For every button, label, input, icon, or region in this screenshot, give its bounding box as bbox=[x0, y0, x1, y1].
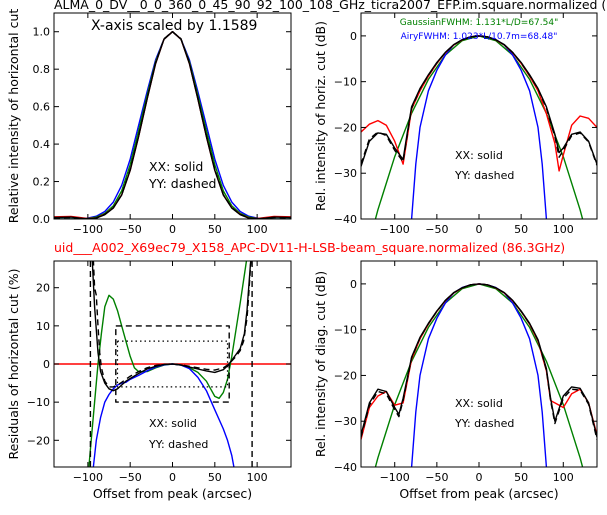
series-line-black-dashed bbox=[54, 31, 291, 219]
y-tick-label: −10 bbox=[27, 396, 50, 409]
y-tick-label: 0.8 bbox=[33, 63, 51, 76]
annotation-text: YY: dashed bbox=[454, 417, 514, 430]
y-tick-label: 0.0 bbox=[33, 213, 51, 226]
y-tick-label: 0 bbox=[350, 30, 357, 43]
x-tick-label: −50 bbox=[119, 471, 142, 484]
y-tick-label: 0.6 bbox=[33, 101, 51, 114]
x-tick-label: 100 bbox=[247, 471, 268, 484]
x-tick-label: 0 bbox=[169, 223, 176, 236]
y-tick-label: 1.0 bbox=[33, 26, 51, 39]
series-group bbox=[54, 31, 291, 219]
x-tick-label: 100 bbox=[553, 223, 574, 236]
x-tick-label: 50 bbox=[208, 471, 222, 484]
chart-panel-top-left: −100 −50 0 50 100 0.0 0.2 0.4 0.6 0.8 1.0 Relative … bbox=[6, 9, 292, 236]
x-tick-label: 50 bbox=[514, 223, 528, 236]
annotation-text: YY: dashed bbox=[148, 438, 208, 451]
x-tick-label: −100 bbox=[380, 223, 410, 236]
x-tick-label: −100 bbox=[380, 471, 410, 484]
series-line-black-dashed bbox=[92, 261, 252, 388]
series-line-blue-solid bbox=[410, 35, 548, 219]
series-group bbox=[361, 35, 597, 219]
x-tick-label: 50 bbox=[514, 471, 528, 484]
series-line-blue-solid bbox=[410, 283, 548, 467]
y-axis-label: Relative intensity of horizontal cut bbox=[6, 9, 21, 224]
y-tick-label: 20 bbox=[36, 282, 50, 295]
series-group bbox=[361, 283, 597, 467]
y-tick-label: −10 bbox=[334, 324, 357, 337]
x-axis-label: Offset from peak (arcsec) bbox=[399, 486, 558, 501]
annotation-text: XX: solid bbox=[455, 149, 503, 162]
y-tick-label: −40 bbox=[334, 213, 357, 226]
x-tick-label: 100 bbox=[247, 223, 268, 236]
y-tick-label: −20 bbox=[334, 369, 357, 382]
figure-top-title: ALMA_0_DV__0_0_360_0_45_90_92_100_108_GH… bbox=[54, 0, 606, 12]
annotation-text: XX: solid bbox=[455, 397, 503, 410]
series-line-black-dotted bbox=[116, 341, 229, 388]
series-line-black-dashed bbox=[115, 325, 230, 403]
y-tick-label: 0 bbox=[350, 278, 357, 291]
x-tick-label: −100 bbox=[73, 471, 103, 484]
annotation-text: YY: dashed bbox=[148, 176, 216, 191]
y-axis-label: Residuals of horizontal cut (%) bbox=[6, 269, 21, 460]
x-tick-label: −50 bbox=[425, 471, 448, 484]
x-tick-label: 0 bbox=[476, 223, 483, 236]
y-tick-label: −10 bbox=[334, 76, 357, 89]
x-tick-label: −50 bbox=[119, 223, 142, 236]
y-tick-label: −30 bbox=[334, 167, 357, 180]
series-line-black-solid bbox=[361, 283, 597, 438]
y-tick-label: −40 bbox=[334, 461, 357, 474]
annotation-text: XX: solid bbox=[149, 159, 203, 174]
series-line-black-solid bbox=[91, 261, 252, 392]
y-tick-label: −20 bbox=[27, 434, 50, 447]
y-tick-label: 10 bbox=[36, 320, 50, 333]
x-axis-label: Offset from peak (arcsec) bbox=[93, 486, 252, 501]
annotation-text: XX: solid bbox=[149, 417, 197, 430]
y-tick-label: −20 bbox=[334, 121, 357, 134]
x-tick-label: 0 bbox=[169, 471, 176, 484]
x-tick-label: 100 bbox=[553, 471, 574, 484]
series-line-blue-solid bbox=[92, 363, 235, 467]
y-tick-label: 0.4 bbox=[33, 138, 51, 151]
y-tick-label: 0.2 bbox=[33, 176, 51, 189]
x-tick-label: 50 bbox=[208, 223, 222, 236]
annotation-text: YY: dashed bbox=[454, 169, 514, 182]
x-tick-label: −100 bbox=[73, 223, 103, 236]
legend-entry: AiryFWHM: 1.023*L/10.7m=68.48" bbox=[401, 32, 558, 42]
series-line-black-dashed bbox=[361, 283, 597, 440]
series-line-black-dashed bbox=[361, 35, 597, 166]
y-tick-label: −30 bbox=[334, 415, 357, 428]
series-group bbox=[54, 261, 291, 467]
x-tick-label: −50 bbox=[425, 223, 448, 236]
annotation-text: X-axis scaled by 1.1589 bbox=[91, 18, 257, 34]
legend-entry: GaussianFWHM: 1.131*L/D=67.54" bbox=[400, 18, 558, 28]
x-tick-label: 0 bbox=[476, 471, 483, 484]
y-axis-label: Rel. intensity of diag. cut (dB) bbox=[313, 271, 328, 457]
figure-mid-title: uid___A002_X69ec79_X158_APC-DV11-H-LSB-b… bbox=[54, 240, 565, 255]
y-tick-label: 0 bbox=[43, 358, 50, 371]
plot-frame bbox=[360, 12, 598, 220]
plot-frame bbox=[360, 260, 598, 468]
y-axis-label: Rel. intensity of horiz. cut (dB) bbox=[313, 21, 328, 211]
